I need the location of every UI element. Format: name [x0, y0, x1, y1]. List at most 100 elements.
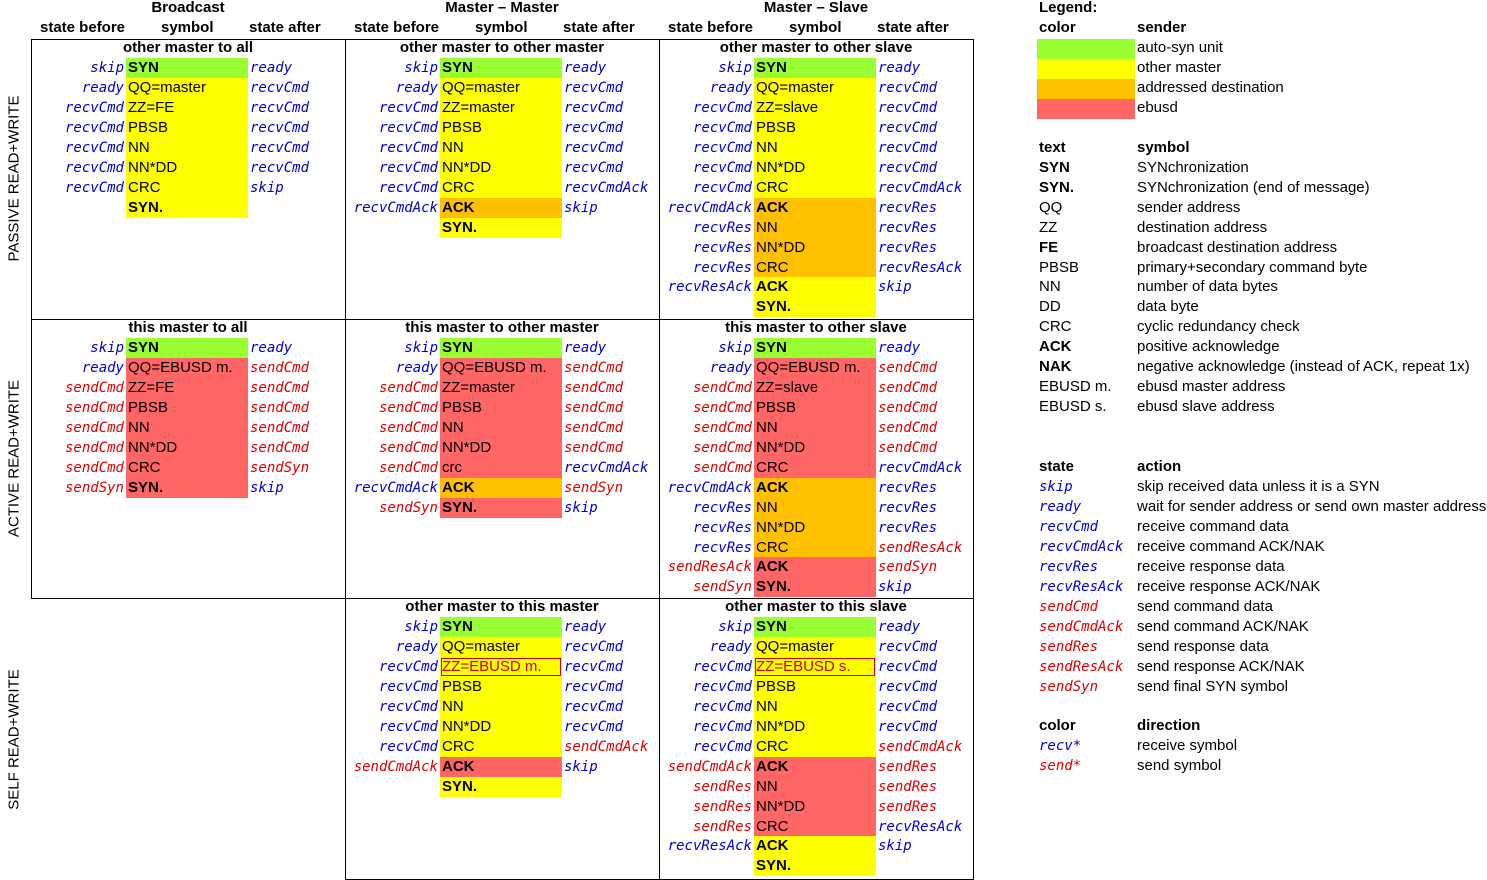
state-after: recvCmd	[878, 638, 938, 655]
symbol-cell: ACK	[440, 756, 562, 777]
state-after: recvRes	[878, 519, 938, 536]
state-before: sendCmd	[378, 419, 438, 436]
state-before: ready	[709, 638, 752, 655]
legend-direction-value: send symbol	[1137, 757, 1222, 774]
state-after: recvCmd	[250, 159, 310, 176]
state-after: ready	[564, 60, 607, 76]
symbol-cell: crc	[440, 457, 562, 478]
symbol-cell: NN*DD	[754, 517, 876, 538]
legend-text-key: CRC	[1039, 318, 1072, 336]
legend-state-value: send response ACK/NAK	[1137, 657, 1305, 675]
state-before: recvCmd	[692, 119, 752, 136]
legend-state-key: ready	[1039, 498, 1082, 515]
legend-header: color	[1039, 717, 1076, 734]
symbol-cell: ZZ=slave	[754, 377, 876, 398]
header-symbol: symbol	[789, 19, 842, 36]
state-before: sendCmd	[692, 379, 752, 396]
legend-color-swatch	[1037, 39, 1135, 59]
legend-color-swatch	[1037, 99, 1135, 119]
symbol-cell: NN*DD	[754, 437, 876, 458]
legend-text-value: ebusd slave address	[1137, 397, 1275, 415]
legend-text-value: cyclic redundancy check	[1137, 318, 1300, 336]
legend-color-swatch	[1037, 79, 1135, 99]
state-before: sendRes	[692, 798, 752, 815]
legend-state-value: wait for sender address or send own mast…	[1137, 497, 1487, 515]
state-after: skip	[564, 199, 598, 216]
column-title: Master – Slave	[763, 0, 869, 16]
state-after: recvCmd	[878, 119, 938, 136]
state-after: ready	[878, 60, 921, 76]
state-before: sendCmd	[64, 419, 124, 436]
symbol-cell: ZZ=slave	[754, 97, 876, 118]
legend-direction-key: send*	[1039, 758, 1082, 774]
symbol-cell: PBSB	[126, 397, 248, 418]
symbol-cell: ZZ=FE	[126, 377, 248, 398]
legend-state-value: skip received data unless it is a SYN	[1137, 478, 1380, 495]
state-before: recvCmd	[378, 139, 438, 156]
state-before: ready	[395, 359, 438, 376]
state-after: skip	[878, 838, 912, 855]
state-after: recvCmd	[878, 658, 938, 675]
symbol-cell: SYN	[440, 338, 562, 358]
state-after: recvRes	[878, 219, 938, 236]
symbol-cell: CRC	[126, 457, 248, 478]
legend-title: Legend:	[1039, 0, 1098, 16]
legend-state-key: recvResAck	[1039, 578, 1124, 595]
symbol-cell: CRC	[440, 177, 562, 198]
state-after: sendCmdAck	[878, 738, 963, 755]
symbol-cell: SYN.	[126, 477, 248, 498]
state-after: sendCmd	[878, 359, 938, 376]
state-before: recvCmd	[378, 698, 438, 715]
state-after: recvCmd	[878, 718, 938, 735]
legend-color-label: addressed destination	[1137, 79, 1284, 96]
symbol-cell: NN	[126, 137, 248, 158]
state-after: recvRes	[878, 479, 938, 496]
state-after: sendResAck	[878, 539, 963, 556]
symbol-cell: SYN.	[754, 577, 876, 598]
state-before: sendCmdAck	[667, 758, 752, 775]
panel-title: this master to all	[128, 319, 248, 336]
symbol-cell: ACK	[754, 756, 876, 777]
state-after: recvCmd	[564, 718, 624, 735]
panel-title: other master to this master	[405, 598, 599, 615]
state-before: recvCmd	[692, 99, 752, 116]
symbol-cell: NN	[754, 137, 876, 158]
legend-text-key: FE	[1039, 238, 1059, 256]
state-before: sendCmd	[692, 399, 752, 416]
state-before: recvCmd	[64, 99, 124, 116]
state-before: sendCmd	[64, 459, 124, 476]
symbol-cell: PBSB	[440, 676, 562, 697]
header-state-after: state after	[249, 19, 321, 36]
legend-header: symbol	[1137, 139, 1190, 156]
state-after: ready	[250, 60, 293, 76]
state-before: ready	[81, 359, 124, 376]
symbol-cell: QQ=master	[754, 77, 876, 98]
state-before: skip	[718, 619, 752, 635]
state-before: sendCmd	[692, 459, 752, 476]
state-after: recvCmd	[878, 79, 938, 96]
state-before: recvCmd	[378, 159, 438, 176]
row-label: ACTIVE READ+WRITE	[5, 379, 23, 538]
legend-color-label: other master	[1137, 59, 1222, 76]
state-after: sendCmd	[878, 439, 938, 456]
state-after: recvCmdAck	[878, 459, 963, 476]
state-before: sendCmd	[692, 439, 752, 456]
symbol-cell: ACK	[440, 197, 562, 218]
symbol-cell: SYN	[754, 617, 876, 637]
header-state-before: state before	[354, 19, 440, 36]
state-after: skip	[250, 179, 284, 196]
symbol-cell: ZZ=FE	[126, 97, 248, 118]
symbol-cell: ZZ=EBUSD s.	[754, 656, 876, 677]
state-before: sendSyn	[64, 479, 124, 496]
state-after: recvCmd	[564, 698, 624, 715]
state-before: recvResAck	[667, 838, 752, 855]
symbol-cell: NN	[440, 696, 562, 717]
state-after: sendCmd	[878, 419, 938, 436]
state-before: ready	[395, 79, 438, 96]
state-before: recvCmd	[378, 179, 438, 196]
legend-text-key: SYN	[1039, 159, 1070, 176]
legend-state-value: send response data	[1137, 637, 1269, 655]
state-after: skip	[564, 499, 598, 516]
state-after: recvResAck	[878, 259, 963, 276]
panel-title: other master to other master	[399, 39, 605, 56]
